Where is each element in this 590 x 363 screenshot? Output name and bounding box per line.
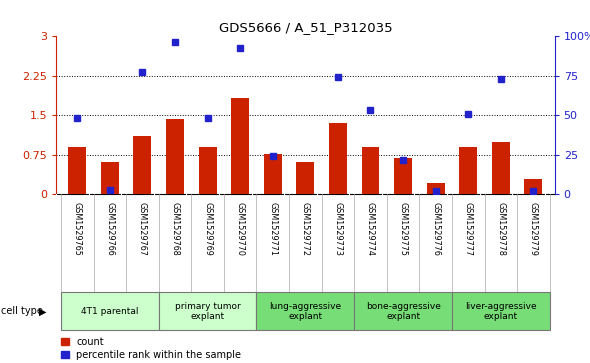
Bar [133,136,152,194]
Text: GSM1529773: GSM1529773 [333,202,342,256]
Text: GSM1529766: GSM1529766 [106,202,114,256]
FancyBboxPatch shape [354,293,452,330]
Text: GSM1529778: GSM1529778 [496,202,505,256]
Bar [427,183,445,194]
Legend: count, percentile rank within the sample: count, percentile rank within the sample [61,337,241,360]
Text: GSM1529779: GSM1529779 [529,202,538,256]
Text: ▶: ▶ [39,306,47,316]
Text: GSM1529774: GSM1529774 [366,202,375,256]
Bar [166,119,184,194]
Text: GSM1529776: GSM1529776 [431,202,440,256]
Text: lung-aggressive
explant: lung-aggressive explant [269,302,342,321]
Bar [296,162,314,194]
Text: GSM1529777: GSM1529777 [464,202,473,256]
FancyBboxPatch shape [61,293,159,330]
Text: GSM1529771: GSM1529771 [268,202,277,256]
Bar [199,147,217,194]
Bar [329,123,347,194]
FancyBboxPatch shape [159,293,257,330]
Bar [362,147,379,194]
Bar [492,142,510,194]
FancyBboxPatch shape [452,293,550,330]
Bar [394,158,412,194]
Text: cell type: cell type [1,306,43,316]
Text: bone-aggressive
explant: bone-aggressive explant [366,302,441,321]
Text: GSM1529770: GSM1529770 [235,202,245,256]
Text: GSM1529775: GSM1529775 [399,202,408,256]
FancyBboxPatch shape [257,293,354,330]
Text: 4T1 parental: 4T1 parental [81,307,139,316]
Text: liver-aggressive
explant: liver-aggressive explant [465,302,537,321]
Text: GSM1529768: GSM1529768 [171,202,179,256]
Text: GSM1529767: GSM1529767 [138,202,147,256]
Text: GSM1529765: GSM1529765 [73,202,82,256]
Text: GSM1529772: GSM1529772 [301,202,310,256]
Title: GDS5666 / A_51_P312035: GDS5666 / A_51_P312035 [218,21,392,34]
Text: GSM1529769: GSM1529769 [203,202,212,256]
Bar [264,154,281,194]
Bar [101,162,119,194]
Bar [231,98,249,194]
Text: primary tumor
explant: primary tumor explant [175,302,241,321]
Bar [459,147,477,194]
Bar [525,179,542,194]
Bar [68,147,86,194]
